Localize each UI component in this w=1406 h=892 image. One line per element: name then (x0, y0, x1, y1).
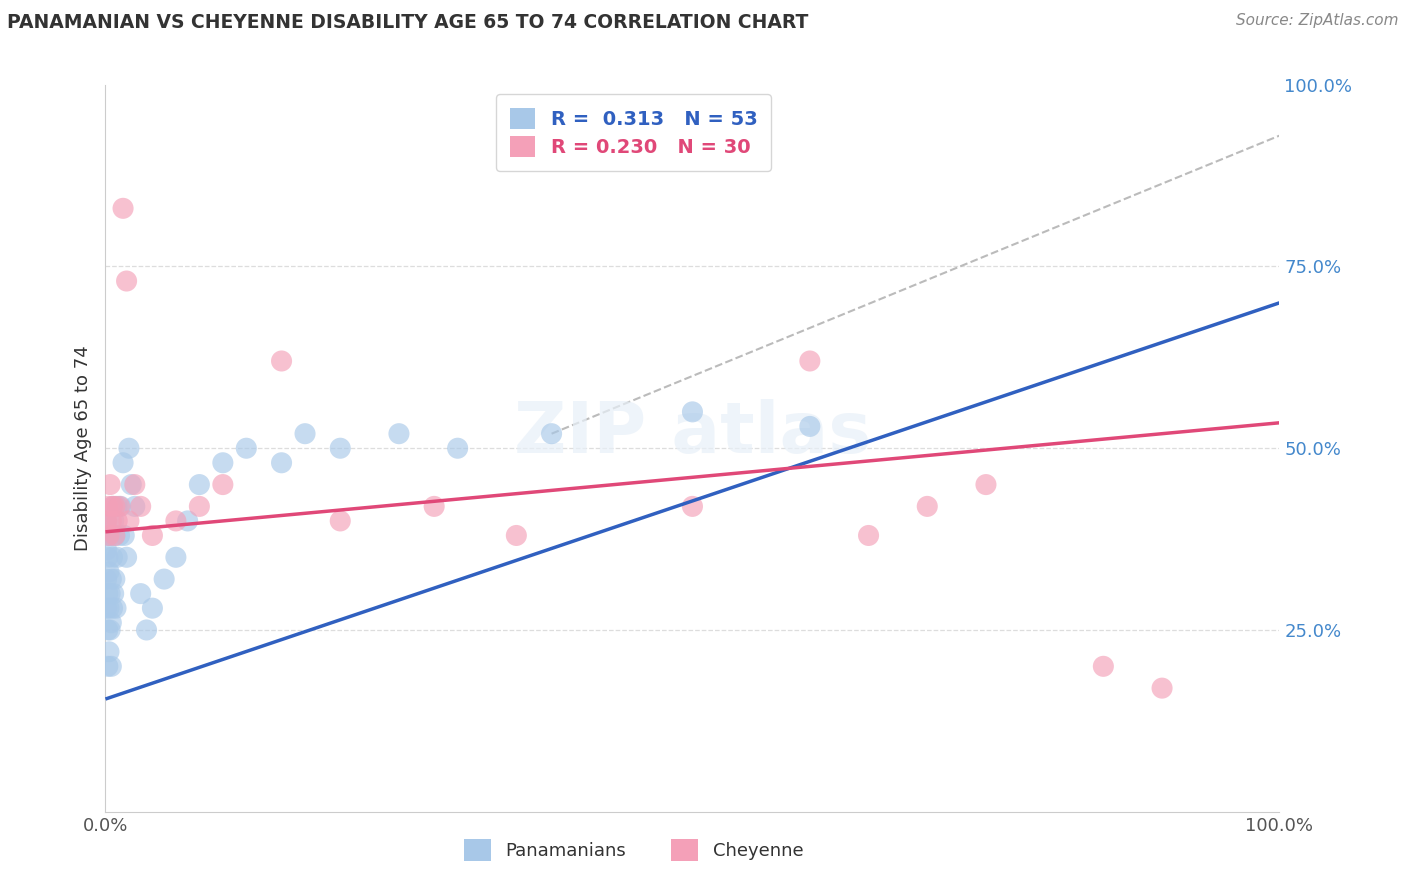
Point (153, 572, 176, 586)
Point (858, 528, 880, 542)
Point (104, 572, 127, 586)
Point (135, 623, 157, 637)
Point (124, 477, 146, 491)
Point (96, 543, 118, 558)
Point (129, 587, 152, 601)
Point (100, 572, 122, 586)
Point (388, 426, 411, 441)
Point (96, 572, 118, 586)
Point (98, 645, 121, 659)
Point (118, 514, 141, 528)
Point (105, 514, 128, 528)
Point (294, 426, 316, 441)
Point (98, 477, 121, 491)
Point (329, 514, 352, 528)
Point (105, 500, 128, 514)
Point (110, 500, 132, 514)
Point (98, 528, 121, 542)
Point (108, 528, 131, 542)
Point (112, 528, 135, 542)
Point (124, 500, 146, 514)
Point (176, 514, 198, 528)
Point (141, 528, 163, 542)
Point (98, 587, 121, 601)
Point (165, 514, 187, 528)
Point (103, 514, 125, 528)
Point (103, 587, 125, 601)
Point (120, 477, 142, 491)
Point (100, 615, 122, 630)
Point (97, 659, 120, 673)
Point (98, 528, 121, 542)
Point (101, 601, 124, 615)
Point (540, 426, 562, 441)
Point (112, 456, 135, 470)
Point (108, 500, 131, 514)
Point (96, 514, 118, 528)
Point (98, 565, 121, 579)
Legend: Panamanians, Cheyenne: Panamanians, Cheyenne (457, 831, 811, 868)
Point (1150, 681, 1173, 695)
Point (100, 514, 122, 528)
Point (112, 202, 135, 216)
Point (101, 500, 124, 514)
Point (104, 528, 127, 542)
Point (98, 601, 121, 615)
Point (101, 550, 124, 565)
Point (115, 274, 138, 288)
Point (105, 601, 128, 615)
Point (974, 477, 997, 491)
Point (98, 528, 121, 542)
Point (118, 442, 141, 455)
Point (423, 500, 446, 514)
Point (98, 623, 121, 637)
Point (100, 659, 122, 673)
Point (129, 500, 152, 514)
Point (188, 477, 211, 491)
Point (681, 500, 703, 514)
Text: PANAMANIAN VS CHEYENNE DISABILITY AGE 65 TO 74 CORRELATION CHART: PANAMANIAN VS CHEYENNE DISABILITY AGE 65… (7, 13, 808, 32)
Point (165, 550, 187, 565)
Point (141, 601, 163, 615)
Y-axis label: Disability Age 65 to 74: Disability Age 65 to 74 (73, 345, 91, 551)
Point (329, 442, 352, 455)
Text: Source: ZipAtlas.com: Source: ZipAtlas.com (1236, 13, 1399, 29)
Point (211, 477, 233, 491)
Point (104, 500, 127, 514)
Point (915, 500, 938, 514)
Point (97, 587, 120, 601)
Text: ZIP atlas: ZIP atlas (513, 400, 872, 468)
Point (681, 405, 703, 419)
Point (1092, 659, 1115, 673)
Point (211, 456, 233, 470)
Point (270, 456, 292, 470)
Point (799, 354, 821, 368)
Point (96, 514, 118, 528)
Point (101, 500, 124, 514)
Point (104, 528, 127, 542)
Point (97, 500, 120, 514)
Point (235, 442, 257, 455)
Point (505, 528, 527, 542)
Point (270, 354, 292, 368)
Point (188, 500, 211, 514)
Point (446, 442, 468, 455)
Point (96, 601, 118, 615)
Point (97, 623, 120, 637)
Point (799, 419, 821, 434)
Point (97, 550, 120, 565)
Point (115, 550, 138, 565)
Point (105, 550, 128, 565)
